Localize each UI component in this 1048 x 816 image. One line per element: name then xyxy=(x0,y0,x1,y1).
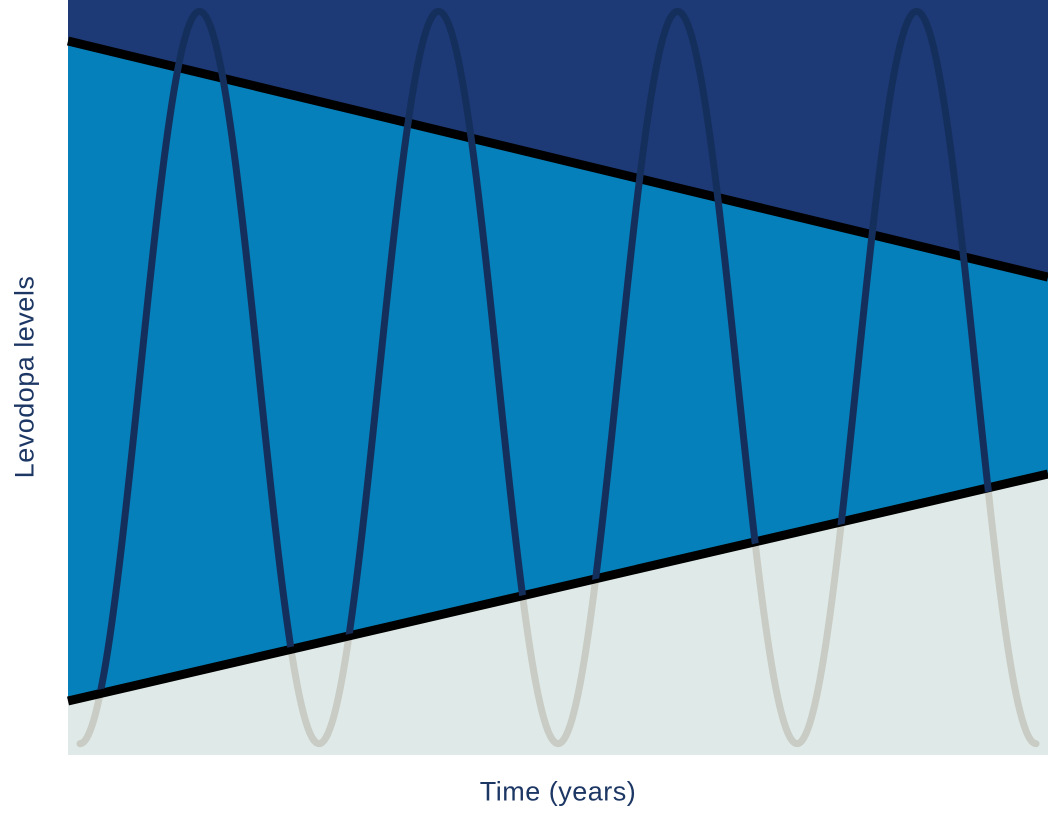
levodopa-curve xyxy=(76,7,1040,701)
band-below-lower-threshold xyxy=(68,474,1048,755)
levodopa-curve-below-threshold xyxy=(76,474,1040,748)
lower-threshold-line xyxy=(66,469,1048,706)
band-therapeutic-window xyxy=(68,41,1048,701)
threshold-bands xyxy=(68,0,1048,755)
upper-threshold-line xyxy=(66,36,1048,282)
y-axis-label: Levodopa levels xyxy=(9,275,40,479)
x-axis-label: Time (years) xyxy=(479,776,637,807)
band-above-upper-threshold xyxy=(68,0,1048,278)
